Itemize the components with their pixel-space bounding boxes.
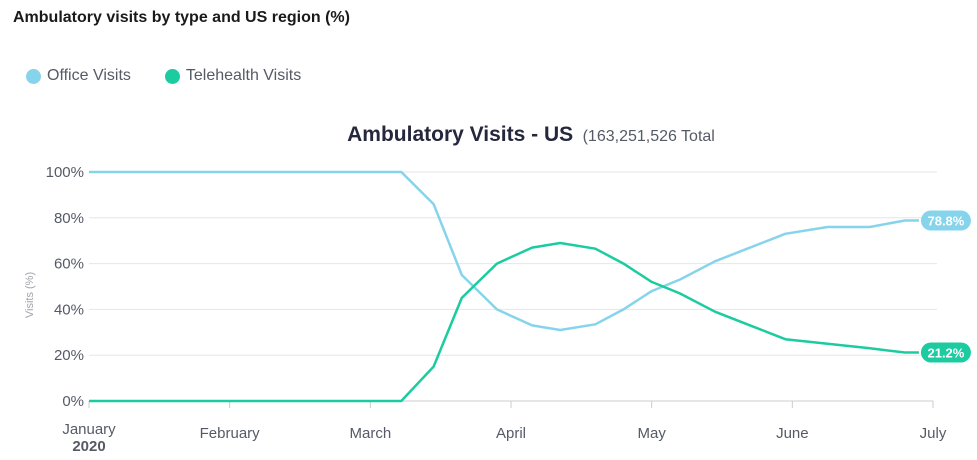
legend: Office Visits Telehealth Visits xyxy=(26,67,335,85)
y-tick-label: 0% xyxy=(62,393,84,410)
y-axis-label: Visits (%) xyxy=(24,272,36,318)
gridlines: 0% 20% 40% 60% 80% 100% xyxy=(46,164,937,410)
y-tick-label: 60% xyxy=(54,256,84,273)
x-tick-label: July xyxy=(920,425,947,442)
end-labels: 78.8% 21.2% xyxy=(920,210,971,363)
office-visits-dot-icon xyxy=(26,68,41,84)
end-label-badge xyxy=(920,210,971,231)
legend-label-office-visits: Office Visits xyxy=(47,67,131,84)
y-tick-label: 20% xyxy=(54,347,84,364)
y-tick-label: 40% xyxy=(54,301,84,318)
y-tick-label: 100% xyxy=(46,164,84,181)
x-tick-label: May xyxy=(637,425,666,442)
page-title: Ambulatory visits by type and US region … xyxy=(13,9,350,26)
x-tick-label: January xyxy=(62,421,116,438)
y-tick-label: 80% xyxy=(54,210,84,227)
x-year-label: 2020 xyxy=(72,438,105,455)
end-label-telehealth-visits: 21.2% xyxy=(927,345,964,360)
legend-item-office-visits[interactable]: Office Visits xyxy=(26,67,131,85)
legend-label-telehealth-visits: Telehealth Visits xyxy=(185,67,302,84)
telehealth-visits-dot-icon xyxy=(164,68,180,84)
x-tick-label: June xyxy=(776,425,809,442)
x-tick-label: February xyxy=(200,425,261,442)
end-label-badge xyxy=(920,342,971,363)
series-lines xyxy=(89,170,919,403)
chart-title-main: Ambulatory Visits - US xyxy=(347,123,573,146)
end-label-office-visits: 78.8% xyxy=(927,214,964,229)
legend-item-telehealth-visits[interactable]: Telehealth Visits xyxy=(164,67,302,85)
chart-title: Ambulatory Visits - US (163,251,526 Tota… xyxy=(347,123,715,146)
chart-title-subtitle: (163,251,526 Total xyxy=(583,128,715,145)
series-line-telehealth-visits xyxy=(89,241,919,403)
x-tick-label: March xyxy=(349,425,391,442)
x-tick-label: April xyxy=(496,425,526,442)
series-line-office-visits xyxy=(89,170,919,332)
